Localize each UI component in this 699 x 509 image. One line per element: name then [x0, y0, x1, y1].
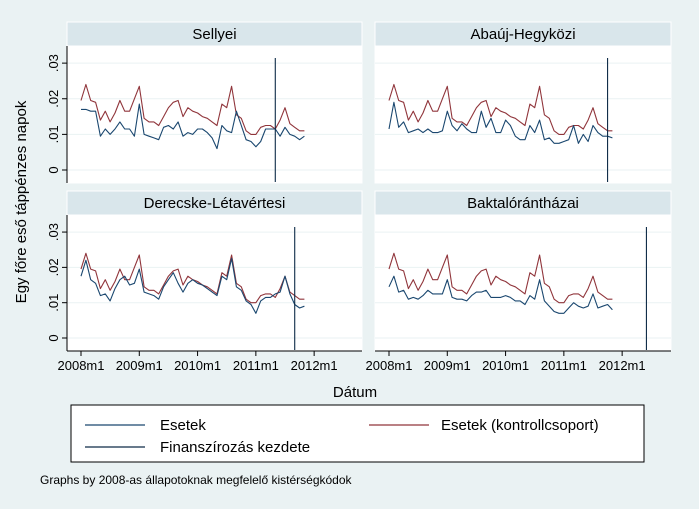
panel-3: Derecske-Létavértesi [66, 190, 363, 352]
y-tick-label: .01 [46, 125, 61, 143]
x-tick-label: 2012m1 [291, 358, 338, 373]
series-line-kontroll [388, 252, 613, 304]
panel-title: Derecske-Létavértesi [144, 195, 286, 212]
panel-title-bar [66, 190, 363, 216]
y-tick-label: .01 [46, 294, 61, 312]
panel-2: Abaúj-Hegyközi [374, 21, 672, 184]
y-tick-label: .02 [46, 90, 61, 108]
x-axis-title: Dátum [333, 384, 377, 401]
panel-title-bar [66, 21, 363, 47]
y-axis-title: Egy főre eső táppénzes napok [13, 100, 30, 303]
x-tick-label: 2012m1 [599, 358, 646, 373]
axes-layer: 0 .01 .02 .03 0 .01 .02 .03 2008m1 2009m1 2010m1 20… [46, 46, 671, 373]
x-tick-label: 2010m1 [482, 358, 529, 373]
panel-plot-area [66, 214, 363, 352]
panel-plot-area [66, 45, 363, 184]
y-tick-label: .03 [46, 54, 61, 72]
series-line-kontroll [388, 83, 613, 135]
panel-1: Sellyei [66, 21, 363, 184]
legend: Esetek Esetek (kontrollcsoport) Finanszí… [70, 404, 645, 463]
y-tick-label: .03 [46, 223, 61, 241]
panel-title: Abaúj-Hegyközi [470, 26, 575, 43]
series-line-esetek [81, 103, 305, 150]
panel-title: Sellyei [192, 26, 236, 43]
x-tick-label: 2009m1 [116, 358, 163, 373]
x-tick-label: 2011m1 [233, 358, 279, 373]
legend-label-kontroll: Esetek (kontrollcsoport) [441, 417, 599, 434]
x-tick-label: 2011m1 [541, 358, 587, 373]
x-tick-label: 2008m1 [366, 358, 413, 373]
legend-label-esetek: Esetek [160, 417, 206, 434]
y-tick-label: 0 [46, 166, 61, 173]
figure-note: Graphs by 2008-as állapotoknak megfelelő… [40, 473, 353, 487]
panel-plot-area [374, 214, 672, 352]
series-line-esetek [388, 275, 613, 314]
x-tick-label: 2008m1 [58, 358, 105, 373]
panel-title-bar [374, 190, 672, 216]
panel-4: Baktalórántházai [374, 190, 672, 352]
series-line-esetek [80, 257, 305, 314]
legend-box [70, 404, 645, 463]
series-line-kontroll [80, 83, 305, 135]
series-line-esetek [388, 101, 613, 144]
panels-layer: Sellyei Abaúj-Hegyközi Derecske-Létavértes… [66, 21, 672, 352]
panel-title: Baktalórántházai [467, 195, 579, 212]
panel-plot-area [374, 45, 672, 184]
x-tick-label: 2009m1 [424, 358, 471, 373]
x-tick-label: 2010m1 [174, 358, 221, 373]
panel-title-bar [374, 21, 672, 47]
legend-label-kezdet: Finanszírozás kezdete [160, 439, 310, 456]
y-tick-label: 0 [46, 334, 61, 341]
y-tick-label: .02 [46, 258, 61, 276]
